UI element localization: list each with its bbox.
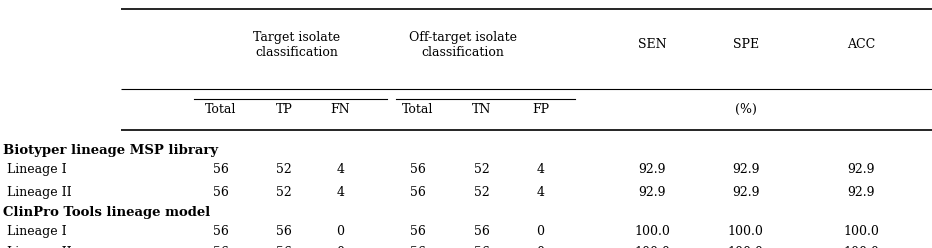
Text: 92.9: 92.9 bbox=[847, 186, 875, 199]
Text: Biotyper lineage MSP library: Biotyper lineage MSP library bbox=[3, 144, 218, 156]
Text: TN: TN bbox=[473, 103, 491, 116]
Text: 0: 0 bbox=[537, 247, 544, 248]
Text: 52: 52 bbox=[277, 163, 292, 176]
Text: Total: Total bbox=[205, 103, 237, 116]
Text: 92.9: 92.9 bbox=[847, 163, 875, 176]
Text: Lineage I: Lineage I bbox=[7, 163, 67, 176]
Text: 52: 52 bbox=[474, 186, 489, 199]
Text: SPE: SPE bbox=[733, 38, 759, 51]
Text: 56: 56 bbox=[409, 163, 426, 176]
Text: 52: 52 bbox=[277, 186, 292, 199]
Text: 56: 56 bbox=[409, 186, 426, 199]
Text: TP: TP bbox=[276, 103, 293, 116]
Text: Target isolate
classification: Target isolate classification bbox=[253, 31, 340, 59]
Text: Lineage II: Lineage II bbox=[7, 186, 72, 199]
Text: 100.0: 100.0 bbox=[843, 225, 879, 238]
Text: 0: 0 bbox=[537, 225, 544, 238]
Text: (%): (%) bbox=[734, 103, 757, 116]
Text: FN: FN bbox=[330, 103, 350, 116]
Text: 56: 56 bbox=[212, 186, 229, 199]
Text: 100.0: 100.0 bbox=[843, 247, 879, 248]
Text: SEN: SEN bbox=[638, 38, 666, 51]
Text: 56: 56 bbox=[276, 225, 293, 238]
Text: 56: 56 bbox=[409, 225, 426, 238]
Text: 56: 56 bbox=[409, 247, 426, 248]
Text: 92.9: 92.9 bbox=[638, 163, 666, 176]
Text: 100.0: 100.0 bbox=[635, 247, 670, 248]
Text: 56: 56 bbox=[212, 225, 229, 238]
Text: Total: Total bbox=[402, 103, 433, 116]
Text: 4: 4 bbox=[537, 186, 544, 199]
Text: ACC: ACC bbox=[847, 38, 875, 51]
Text: 100.0: 100.0 bbox=[728, 247, 763, 248]
Text: 56: 56 bbox=[212, 247, 229, 248]
Text: 56: 56 bbox=[473, 247, 490, 248]
Text: 0: 0 bbox=[336, 247, 344, 248]
Text: 4: 4 bbox=[336, 163, 344, 176]
Text: Off-target isolate
classification: Off-target isolate classification bbox=[409, 31, 517, 59]
Text: 92.9: 92.9 bbox=[732, 163, 760, 176]
Text: ClinPro Tools lineage model: ClinPro Tools lineage model bbox=[3, 206, 210, 218]
Text: 56: 56 bbox=[276, 247, 293, 248]
Text: 100.0: 100.0 bbox=[635, 225, 670, 238]
Text: 56: 56 bbox=[473, 225, 490, 238]
Text: 92.9: 92.9 bbox=[732, 186, 760, 199]
Text: FP: FP bbox=[532, 103, 549, 116]
Text: 4: 4 bbox=[537, 163, 544, 176]
Text: 92.9: 92.9 bbox=[638, 186, 666, 199]
Text: 100.0: 100.0 bbox=[728, 225, 763, 238]
Text: Lineage II: Lineage II bbox=[7, 247, 72, 248]
Text: 0: 0 bbox=[336, 225, 344, 238]
Text: 52: 52 bbox=[474, 163, 489, 176]
Text: 4: 4 bbox=[336, 186, 344, 199]
Text: Lineage I: Lineage I bbox=[7, 225, 67, 238]
Text: 56: 56 bbox=[212, 163, 229, 176]
